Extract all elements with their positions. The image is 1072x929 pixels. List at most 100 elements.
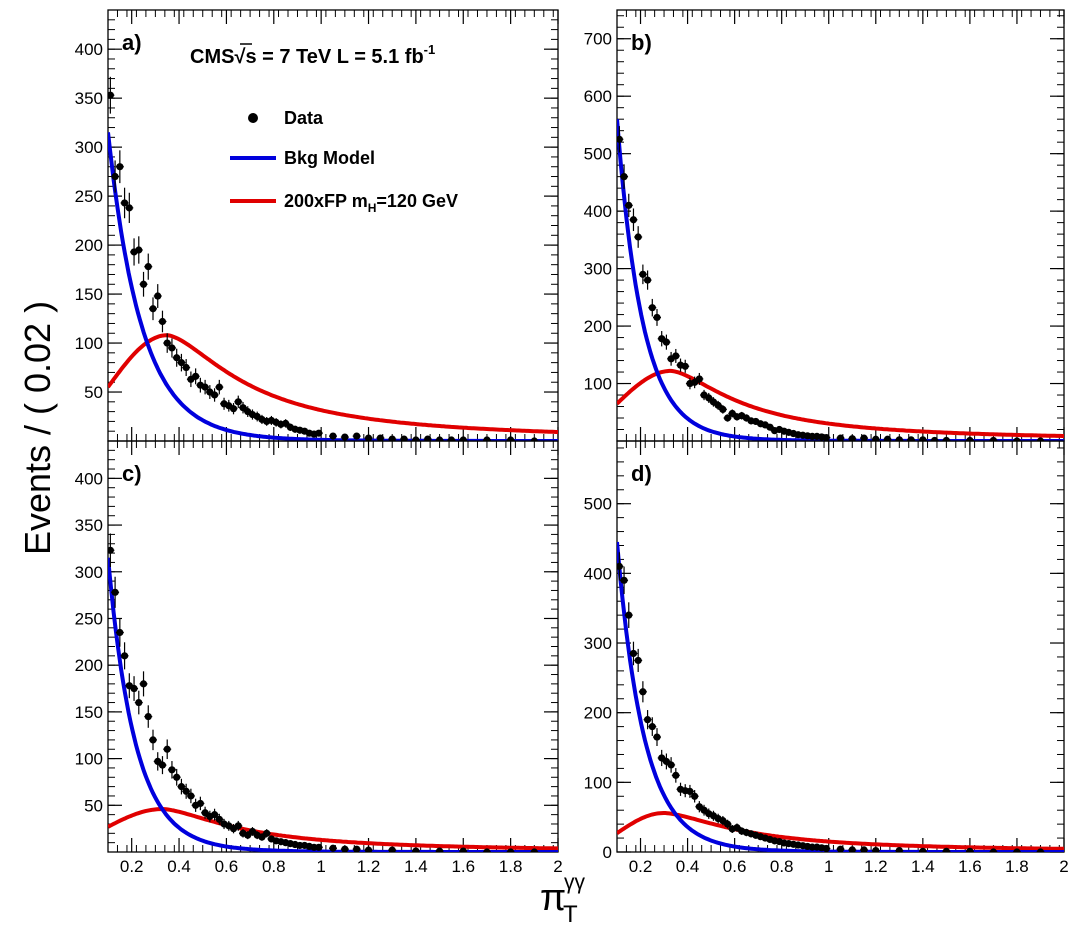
data-point bbox=[629, 649, 638, 658]
legend-signal-label: 200xFP mH=120 GeV bbox=[284, 191, 458, 215]
data-point bbox=[353, 432, 361, 440]
bkg-model-curve bbox=[108, 132, 558, 441]
cms-sqrt: √ bbox=[234, 46, 246, 68]
bkg-model-curve bbox=[617, 541, 1064, 852]
data-point bbox=[653, 733, 661, 741]
signal-model-curve bbox=[108, 806, 558, 851]
data-point bbox=[182, 787, 190, 795]
data-point bbox=[1036, 437, 1045, 441]
data-point bbox=[643, 716, 652, 724]
y-tick-label: 500 bbox=[584, 145, 612, 164]
data-point bbox=[341, 845, 349, 852]
data-point bbox=[639, 270, 647, 278]
data-point bbox=[447, 436, 456, 441]
y-tick-label: 700 bbox=[584, 30, 612, 49]
data-point bbox=[860, 846, 868, 852]
data-point bbox=[723, 820, 732, 828]
data-point bbox=[158, 761, 167, 769]
y-tick-label: 100 bbox=[584, 375, 612, 394]
data-point bbox=[168, 344, 176, 352]
y-tick-label: 200 bbox=[75, 236, 103, 255]
y-tick-label: 0 bbox=[603, 843, 612, 862]
legend-signal-suffix: =120 GeV bbox=[376, 191, 458, 211]
data-point bbox=[681, 362, 689, 370]
panel-curves bbox=[617, 541, 1064, 852]
data-point bbox=[719, 405, 727, 413]
y-tick-label: 50 bbox=[84, 383, 103, 402]
data-point bbox=[848, 435, 856, 441]
data-point bbox=[966, 436, 974, 441]
cms-s: s bbox=[245, 46, 256, 68]
data-point bbox=[120, 199, 129, 207]
data-point bbox=[648, 304, 656, 312]
data-point bbox=[139, 680, 148, 688]
data-point bbox=[836, 434, 845, 441]
data-point bbox=[435, 847, 444, 852]
panel-b: 100 200 300 400 500 600 700 b) bbox=[584, 9, 1065, 442]
data-point bbox=[158, 317, 167, 326]
data-point bbox=[125, 204, 133, 212]
x-tick-label: 0.2 bbox=[629, 857, 653, 876]
legend-signal-sub: H bbox=[368, 201, 377, 215]
data-point bbox=[530, 437, 538, 441]
x-tick-label: 0.4 bbox=[676, 857, 700, 876]
data-point bbox=[942, 847, 950, 852]
panel-frame bbox=[107, 9, 559, 442]
data-point bbox=[234, 822, 242, 830]
data-point bbox=[173, 773, 181, 781]
data-point bbox=[620, 173, 628, 181]
x-tick-label: 1.6 bbox=[451, 857, 475, 876]
y-tick-label: 400 bbox=[584, 564, 612, 583]
data-point bbox=[966, 847, 974, 852]
data-point bbox=[919, 436, 927, 441]
data-point bbox=[144, 712, 152, 721]
x-tick-label: 1 bbox=[316, 857, 325, 876]
panel-label: a) bbox=[122, 30, 142, 55]
y-tick-label: 200 bbox=[584, 704, 612, 723]
y-axis-title: Events / ( 0.02 ) bbox=[17, 301, 58, 555]
x-tick-label: 1.2 bbox=[357, 857, 381, 876]
data-point bbox=[116, 163, 124, 171]
cms-prefix: CMS bbox=[190, 46, 234, 68]
y-tick-label: 350 bbox=[75, 516, 103, 535]
data-point bbox=[872, 847, 880, 852]
x-tick-label: 1.8 bbox=[1005, 857, 1029, 876]
data-point bbox=[634, 233, 642, 241]
data-point bbox=[116, 628, 124, 637]
data-point bbox=[315, 429, 323, 437]
data-point bbox=[483, 848, 491, 852]
data-point bbox=[507, 436, 515, 441]
data-point bbox=[229, 405, 238, 413]
data-point bbox=[686, 787, 694, 795]
x-tick-label: 0.2 bbox=[120, 857, 144, 876]
y-tick-label: 300 bbox=[75, 563, 103, 582]
data-point bbox=[714, 401, 722, 409]
y-tick-label: 200 bbox=[75, 656, 103, 675]
data-point bbox=[239, 404, 247, 412]
data-point bbox=[111, 172, 119, 181]
panel-curves bbox=[108, 76, 558, 441]
data-point bbox=[163, 745, 171, 753]
data-point bbox=[653, 313, 661, 322]
data-point bbox=[822, 433, 830, 441]
data-point bbox=[329, 432, 337, 440]
data-point bbox=[108, 91, 114, 99]
x-tick-label: 1.4 bbox=[911, 857, 935, 876]
y-tick-label: 400 bbox=[584, 202, 612, 221]
x-tick-label: 0.6 bbox=[215, 857, 239, 876]
y-tick-label: 100 bbox=[584, 773, 612, 792]
data-point bbox=[459, 847, 467, 852]
bkg-model-curve bbox=[617, 119, 1064, 441]
data-point bbox=[625, 611, 633, 619]
x-tick-label: 1.6 bbox=[958, 857, 982, 876]
data-point bbox=[424, 435, 432, 441]
data-point bbox=[196, 799, 204, 808]
x-tick-label: 1.2 bbox=[864, 857, 888, 876]
data-point bbox=[111, 588, 119, 596]
data-point bbox=[364, 434, 373, 441]
x-axis-title-symbol: π bbox=[540, 877, 566, 919]
x-tick-label: 1.4 bbox=[404, 857, 428, 876]
panel-frame bbox=[107, 440, 559, 853]
data-point bbox=[177, 359, 186, 367]
data-point bbox=[364, 846, 373, 852]
